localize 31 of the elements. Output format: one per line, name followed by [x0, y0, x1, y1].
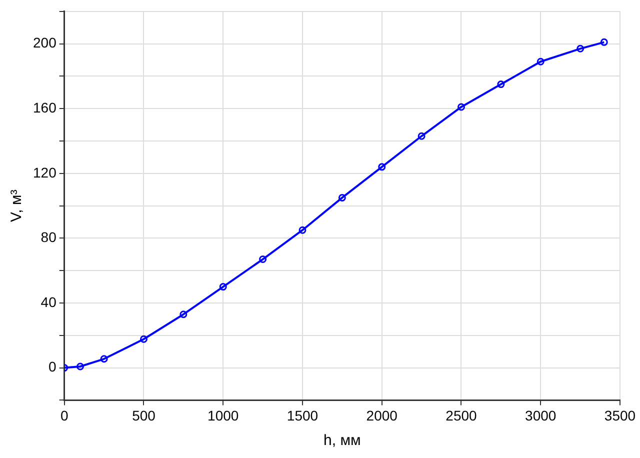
y-tick-label: 40	[40, 294, 57, 310]
x-tick-label: 3500	[604, 407, 636, 424]
y-axis-title: V, м³	[8, 190, 26, 222]
point	[600, 38, 608, 46]
point	[536, 58, 544, 66]
point	[259, 256, 267, 264]
point	[576, 44, 584, 52]
x-tick-label: 2000	[366, 407, 398, 424]
point	[76, 362, 84, 370]
point	[418, 132, 426, 140]
point	[298, 226, 306, 234]
x-tick-label: 1000	[208, 407, 239, 424]
x-tick-label: 1500	[286, 407, 318, 424]
point	[338, 194, 346, 202]
y-tick-label: 160	[33, 99, 57, 116]
point	[457, 103, 465, 111]
x-axis-title: h, мм	[324, 432, 361, 450]
y-tick-label: 200	[33, 34, 57, 51]
point	[100, 355, 108, 363]
x-tick-label: 3000	[525, 407, 556, 424]
y-tick-label: 80	[40, 229, 57, 246]
x-tick-label: 0	[60, 407, 68, 424]
y-tick-label: 0	[48, 358, 57, 375]
point	[180, 310, 188, 318]
point	[497, 80, 505, 88]
point	[140, 335, 148, 343]
point	[378, 163, 386, 171]
x-tick-label: 500	[132, 407, 156, 424]
x-tick-label: 2500	[446, 407, 478, 424]
y-tick-label: 120	[33, 164, 57, 180]
point	[219, 283, 227, 291]
